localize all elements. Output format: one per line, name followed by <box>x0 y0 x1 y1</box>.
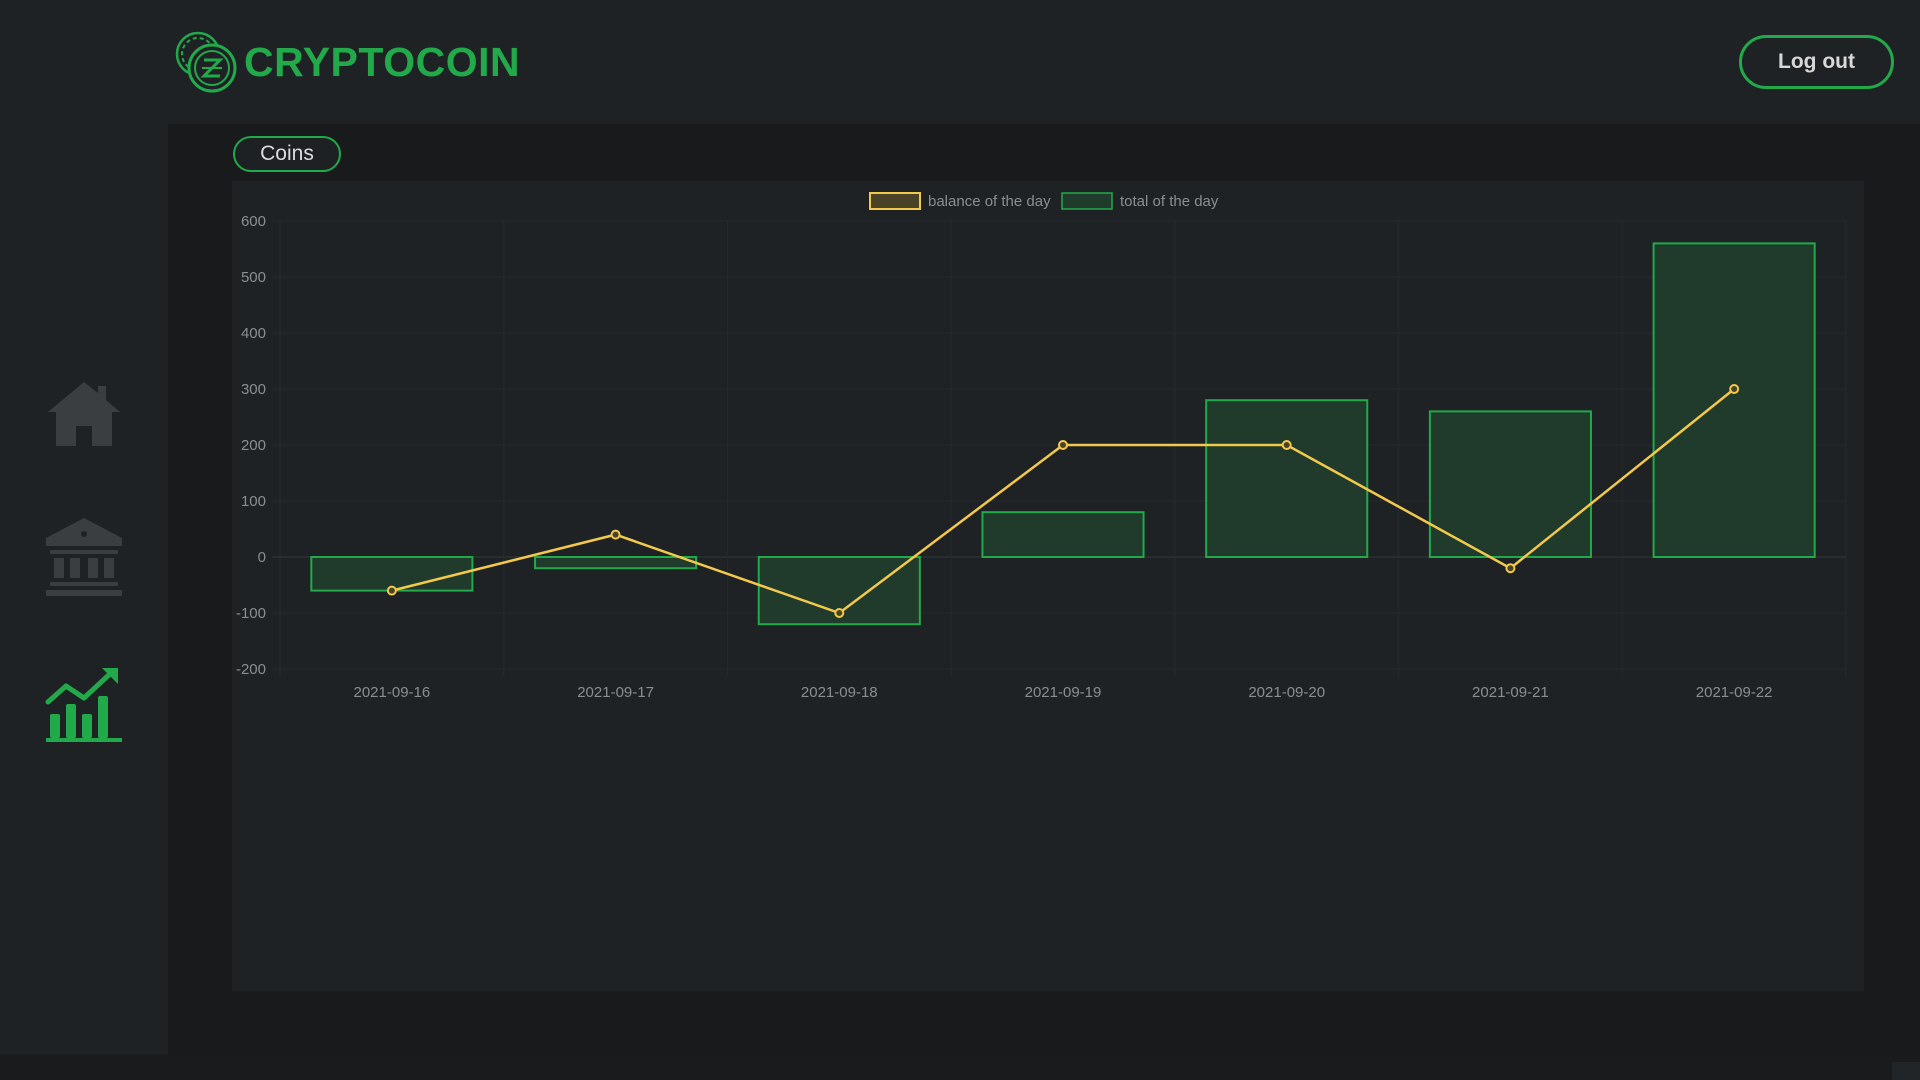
bank-icon <box>46 518 122 596</box>
bar[interactable] <box>1652 242 1816 559</box>
line-point[interactable] <box>610 529 621 540</box>
y-tick-label: -200 <box>236 661 266 678</box>
x-tick-label: 2021-09-18 <box>801 684 878 701</box>
x-tick-label: 2021-09-17 <box>577 684 654 701</box>
scroll-corner <box>1892 1062 1920 1080</box>
line-point[interactable] <box>1058 440 1068 450</box>
bar[interactable] <box>981 511 1145 559</box>
y-tick-label: 500 <box>241 269 266 286</box>
logo-text: CRYPTOCOIN <box>244 38 521 85</box>
line-point[interactable] <box>386 585 397 596</box>
line-point[interactable] <box>834 608 845 618</box>
y-tick-label: 300 <box>241 381 266 398</box>
legend-label-balance[interactable]: balance of the day <box>928 193 1051 210</box>
balance-chart: balance of the day total of the day 600 5… <box>236 192 1847 701</box>
y-tick-label: 100 <box>241 493 266 510</box>
y-tick-label: 400 <box>241 325 266 342</box>
x-axis: 2021-09-16 2021-09-17 2021-09-18 2021-09-19… <box>353 684 1772 701</box>
logo[interactable]: CRYPTOCOIN <box>174 30 520 94</box>
y-tick-label: 600 <box>241 213 266 230</box>
sidebar-item-chart[interactable] <box>44 664 124 744</box>
chart-card: balance of the day total of the day 600 5… <box>232 181 1864 991</box>
chart-legend: balance of the day total of the day <box>869 192 1219 210</box>
sidebar <box>0 0 168 1054</box>
y-tick-label: -100 <box>236 605 266 622</box>
line-series <box>386 384 1740 618</box>
coins-button[interactable]: Coins <box>233 136 341 172</box>
coin-logo-icon <box>175 31 237 93</box>
x-tick-label: 2021-09-16 <box>353 684 430 701</box>
line-point[interactable] <box>1505 563 1516 574</box>
y-axis: 600 500 400 300 200 100 0 -100 -200 <box>236 213 266 678</box>
bar[interactable] <box>1428 410 1592 558</box>
x-tick-label: 2021-09-21 <box>1472 684 1549 701</box>
home-icon <box>48 382 120 446</box>
legend-label-total[interactable]: total of the day <box>1120 193 1219 210</box>
legend-swatch-total[interactable] <box>1061 192 1113 210</box>
bar[interactable] <box>310 556 474 592</box>
legend-swatch-balance[interactable] <box>869 192 921 210</box>
x-tick-label: 2021-09-19 <box>1025 684 1102 701</box>
header <box>168 0 1920 124</box>
x-tick-label: 2021-09-20 <box>1248 684 1325 701</box>
x-tick-label: 2021-09-22 <box>1696 684 1773 701</box>
sidebar-item-bank[interactable] <box>44 516 124 596</box>
bar-series <box>310 242 1816 626</box>
y-tick-label: 200 <box>241 437 266 454</box>
bar[interactable] <box>534 556 698 570</box>
logout-button[interactable]: Log out <box>1739 35 1894 89</box>
bottom-strip <box>0 1054 1920 1080</box>
bar[interactable] <box>1205 399 1369 558</box>
chart-trend-icon <box>45 668 122 742</box>
sidebar-item-home[interactable] <box>44 372 124 452</box>
line-point[interactable] <box>1729 384 1740 394</box>
line-point[interactable] <box>1281 440 1292 450</box>
y-tick-label: 0 <box>258 549 266 566</box>
